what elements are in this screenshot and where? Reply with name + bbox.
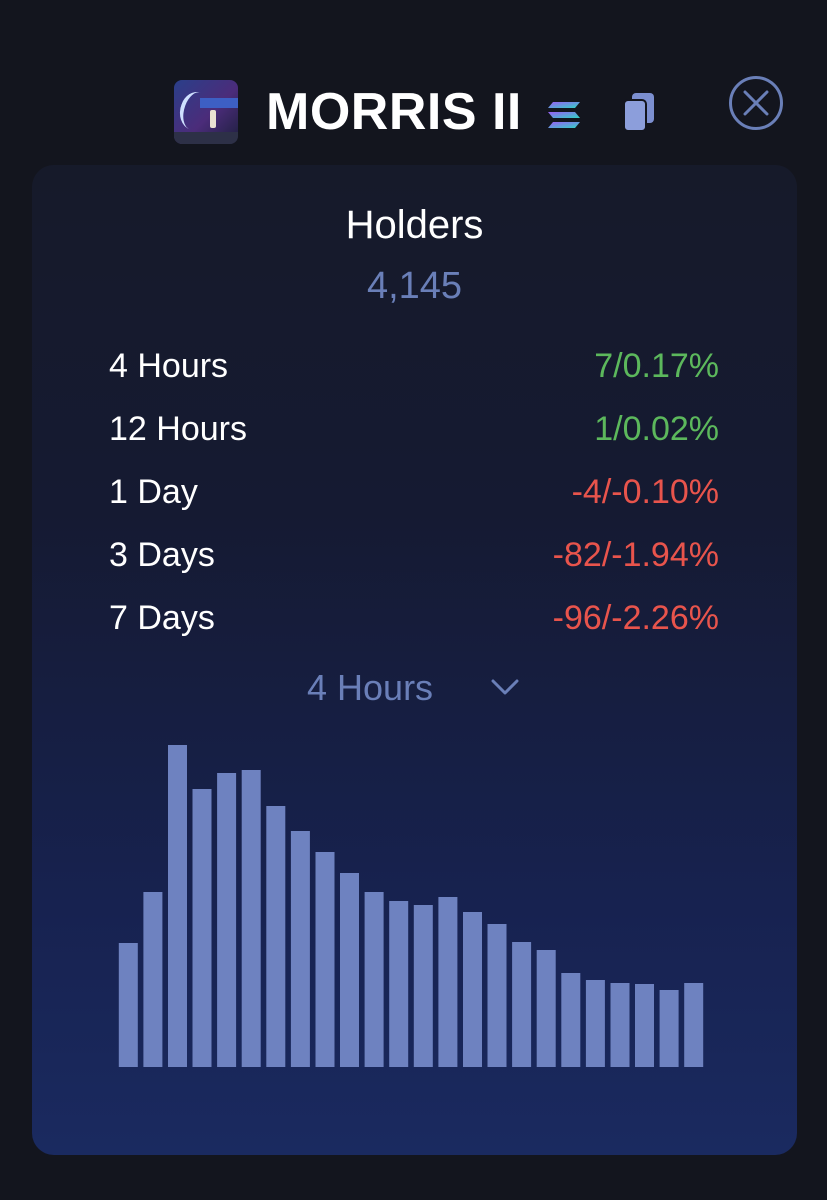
token-logo [174, 80, 238, 144]
holders-bar-chart [118, 745, 704, 1067]
chart-bar [143, 892, 163, 1067]
chart-bar [241, 770, 261, 1067]
chart-bar [266, 806, 286, 1067]
chart-bar [168, 745, 187, 1067]
stat-value: 1/0.02% [594, 410, 719, 448]
chart-bar [192, 789, 212, 1067]
chart-bar [536, 950, 556, 1067]
stat-value: -96/-2.26% [552, 599, 719, 637]
chart-bar [217, 773, 237, 1067]
chart-bar [290, 831, 310, 1067]
holders-title: Holders [345, 203, 484, 247]
holders-count: 4,145 [366, 265, 463, 307]
stat-label: 4 Hours [109, 347, 229, 385]
token-header: MORRIS II [0, 70, 827, 150]
stat-row-4-hours: 4 Hours 7/0.17% [109, 343, 719, 406]
stat-row-3-days: 3 Days -82/-1.94% [109, 532, 719, 595]
stat-row-12-hours: 12 Hours 1/0.02% [109, 406, 719, 469]
chart-bar [389, 901, 409, 1067]
chart-bar [684, 983, 704, 1067]
stat-label: 3 Days [109, 536, 215, 574]
stat-value: -82/-1.94% [552, 536, 719, 574]
chart-bar [463, 912, 482, 1067]
chart-bar [610, 983, 630, 1067]
stat-row-1-day: 1 Day -4/-0.10% [109, 469, 719, 532]
stat-value: -4/-0.10% [571, 473, 719, 511]
stat-label: 12 Hours [109, 410, 247, 448]
chart-bar [487, 924, 507, 1067]
chart-bar [659, 990, 679, 1067]
solana-icon [548, 102, 580, 128]
chart-bar [438, 897, 458, 1067]
holder-change-stats: 4 Hours 7/0.17% 12 Hours 1/0.02% 1 Day -… [109, 343, 719, 658]
token-name: MORRIS II [266, 83, 522, 141]
stat-row-7-days: 7 Days -96/-2.26% [109, 595, 719, 658]
chart-bar [635, 984, 654, 1067]
chart-bar [340, 873, 359, 1067]
chart-bar [413, 905, 433, 1067]
chart-bar [364, 892, 384, 1067]
copy-icon[interactable] [622, 92, 656, 132]
chart-bar [315, 852, 335, 1067]
chart-bar [118, 943, 138, 1067]
period-dropdown[interactable]: 4 Hours [307, 665, 527, 711]
close-icon[interactable] [728, 75, 784, 131]
chevron-down-icon [491, 679, 519, 695]
chart-bar [561, 973, 581, 1067]
stat-value: 7/0.17% [594, 347, 719, 385]
period-dropdown-label: 4 Hours [307, 667, 434, 708]
stat-label: 7 Days [109, 599, 215, 637]
stat-label: 1 Day [109, 473, 198, 511]
chart-bar [512, 942, 532, 1067]
chart-bar [585, 980, 605, 1067]
holders-card: Holders 4,145 4 Hours 7/0.17% 12 Hours 1… [32, 165, 797, 1155]
